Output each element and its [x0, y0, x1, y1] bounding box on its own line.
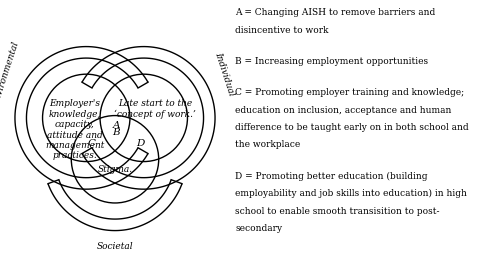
Text: D = Promoting better education (building: D = Promoting better education (building — [236, 172, 428, 181]
Text: the workplace: the workplace — [236, 140, 300, 149]
Text: Stigma.: Stigma. — [98, 165, 132, 174]
Text: B: B — [112, 128, 120, 137]
Text: Societal: Societal — [96, 242, 134, 251]
Text: Late start to the
‘concept of work.’: Late start to the ‘concept of work.’ — [114, 99, 196, 119]
Text: difference to be taught early on in both school and: difference to be taught early on in both… — [236, 123, 469, 132]
Text: disincentive to work: disincentive to work — [236, 26, 329, 35]
Text: Individual: Individual — [213, 51, 236, 97]
Text: C: C — [88, 139, 96, 148]
Text: employability and job skills into education) in high: employability and job skills into educat… — [236, 189, 468, 198]
Text: C = Promoting employer training and knowledge;: C = Promoting employer training and know… — [236, 88, 464, 97]
Text: D: D — [136, 139, 144, 148]
Text: secondary: secondary — [236, 224, 282, 233]
Text: education on inclusion, acceptance and human: education on inclusion, acceptance and h… — [236, 106, 452, 115]
Text: B = Increasing employment opportunities: B = Increasing employment opportunities — [236, 57, 428, 66]
Text: A: A — [112, 121, 120, 130]
Text: Environmental: Environmental — [0, 41, 20, 108]
Text: A = Changing AISH to remove barriers and: A = Changing AISH to remove barriers and — [236, 8, 436, 17]
Text: school to enable smooth transisition to post-: school to enable smooth transisition to … — [236, 206, 440, 216]
Text: Employer's
knowledge,
capacity,
attitude and
management
practices.: Employer's knowledge, capacity, attitude… — [45, 99, 104, 160]
